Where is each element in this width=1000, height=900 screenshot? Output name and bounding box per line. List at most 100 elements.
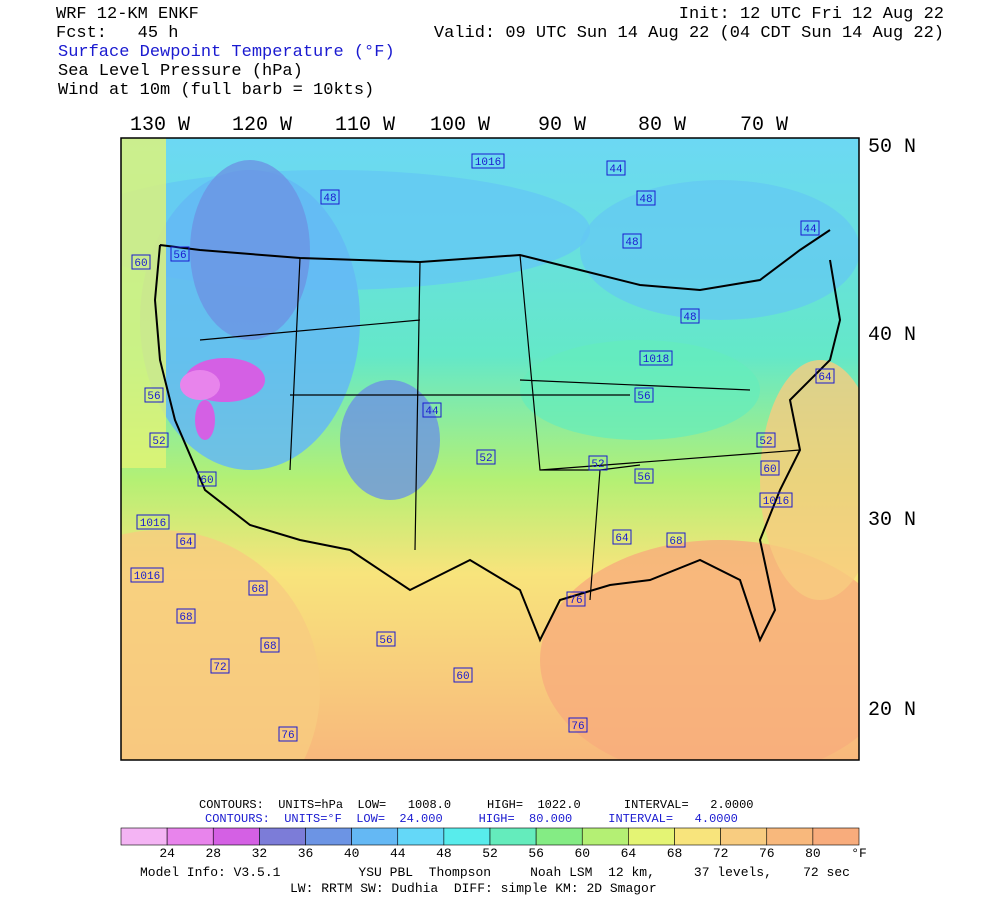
contour-label: 48 — [625, 237, 638, 249]
contour-label: 64 — [179, 537, 193, 549]
colorbar-label: 36 — [298, 846, 314, 861]
color-swatch — [305, 827, 352, 846]
contour-label: 44 — [609, 164, 623, 176]
colorbar-label: 40 — [344, 846, 360, 861]
contour-label-box — [248, 580, 268, 596]
colorbar-label: 64 — [621, 846, 637, 861]
contour-label-box — [144, 387, 164, 403]
field-title: Surface Dewpoint Temperature (°F) — [58, 43, 395, 62]
contour-label: 68 — [251, 584, 264, 596]
map-frame — [120, 137, 860, 761]
colorbar-label: 56 — [528, 846, 544, 861]
color-swatch — [674, 827, 721, 846]
valid-time: Valid: 09 UTC Sun 14 Aug 22 (04 CDT Sun … — [434, 24, 944, 43]
latitude-label: 30 N — [868, 509, 916, 532]
colorbar-label: 80 — [805, 846, 821, 861]
longitude-label: 80 W — [638, 114, 686, 137]
contour-label: 60 — [134, 258, 147, 270]
contour-label-box — [176, 608, 196, 624]
contour-label-box — [197, 471, 217, 487]
contour-label: 1016 — [763, 496, 789, 508]
colorbar-label: 32 — [252, 846, 268, 861]
model-name: WRF 12-KM ENKF — [56, 5, 199, 24]
contour-label: 64 — [818, 372, 832, 384]
color-swatch — [351, 827, 399, 846]
latitude-label: 50 N — [868, 136, 916, 159]
contour-label: 52 — [479, 453, 492, 465]
contour-label-box — [680, 308, 700, 324]
longitude-label: 130 W — [130, 114, 190, 137]
contour-label-box — [260, 637, 280, 653]
contour-label: 1016 — [475, 157, 501, 169]
colorbar-label: 24 — [159, 846, 175, 861]
contour-label-box — [634, 468, 654, 484]
contour-label: 52 — [152, 436, 165, 448]
contour-label: 60 — [456, 671, 469, 683]
contour-label: 60 — [763, 464, 776, 476]
contour-label-box — [606, 160, 626, 176]
color-swatch — [535, 827, 583, 846]
colorbar-label: 44 — [390, 846, 406, 861]
footer-line: LW: RRTM SW: Dudhia DIFF: simple KM: 2D … — [290, 881, 657, 896]
color-swatch — [120, 827, 168, 846]
colorbar-label: 52 — [482, 846, 498, 861]
colorbar-label: 76 — [759, 846, 775, 861]
contour-label: 56 — [637, 472, 650, 484]
map-labels: 130 W 120 W 110 W 100 W 90 W 80 W 70 W 50 N 40 N… — [130, 114, 916, 742]
contour-info: CONTOURS: UNITS=°F LOW= 24.000 HIGH= 80.… — [205, 812, 738, 826]
contour-label-box — [170, 246, 190, 262]
color-swatch — [397, 827, 445, 846]
contour-label: 52 — [759, 436, 772, 448]
contour-label: 56 — [173, 250, 186, 262]
contour-info: CONTOURS: UNITS=hPa LOW= 1008.0 HIGH= 10… — [199, 798, 754, 812]
contour-label-box — [622, 233, 642, 249]
color-swatch — [581, 827, 629, 846]
contour-label-box — [566, 591, 586, 607]
field-title: Wind at 10m (full barb = 10kts) — [58, 81, 374, 100]
contour-label-box — [636, 190, 656, 206]
contour-label: 68 — [263, 641, 276, 653]
contour-label-box — [471, 153, 505, 169]
contour-label-box — [320, 189, 340, 205]
contour-label: 68 — [669, 536, 682, 548]
contour-label: 48 — [639, 194, 652, 206]
colorbar-label: 68 — [667, 846, 683, 861]
contour-label: 68 — [179, 612, 192, 624]
color-swatch — [766, 827, 814, 846]
contour-label-box — [760, 460, 780, 476]
contour-label-box — [815, 368, 835, 384]
contour-label-box — [422, 402, 442, 418]
contour-label-box — [612, 529, 632, 545]
color-swatch — [259, 827, 306, 846]
contour-label-box — [800, 220, 820, 236]
contour-label-box — [666, 532, 686, 548]
contour-label-box — [759, 492, 793, 508]
longitude-label: 110 W — [335, 114, 395, 137]
colorbar-label: 60 — [574, 846, 590, 861]
color-swatch — [812, 827, 860, 846]
longitude-label: 90 W — [538, 114, 586, 137]
color-swatch — [443, 827, 491, 846]
contour-label: 76 — [571, 721, 584, 733]
longitude-label: 100 W — [430, 114, 490, 137]
contour-label-box — [131, 254, 151, 270]
footer-line: Model Info: V3.5.1 YSU PBL Thompson Noah… — [140, 865, 850, 880]
latitude-label: 40 N — [868, 324, 916, 347]
contour-label: 76 — [569, 595, 582, 607]
color-swatch — [212, 827, 260, 846]
contour-label: 56 — [147, 391, 160, 403]
contour-label: 48 — [683, 312, 696, 324]
init-time: Init: 12 UTC Fri 12 Aug 22 — [679, 5, 944, 24]
color-swatch — [489, 827, 537, 846]
contour-label: 52 — [591, 459, 604, 471]
contour-label-box — [176, 533, 196, 549]
colorbar-label: 48 — [436, 846, 452, 861]
contour-label-box — [476, 449, 496, 465]
colorbar-label: 28 — [205, 846, 221, 861]
contour-label-box — [634, 387, 654, 403]
contour-label: 44 — [803, 224, 817, 236]
contour-label-box — [130, 567, 164, 583]
contour-label-box — [136, 514, 170, 530]
longitude-label: 120 W — [232, 114, 292, 137]
